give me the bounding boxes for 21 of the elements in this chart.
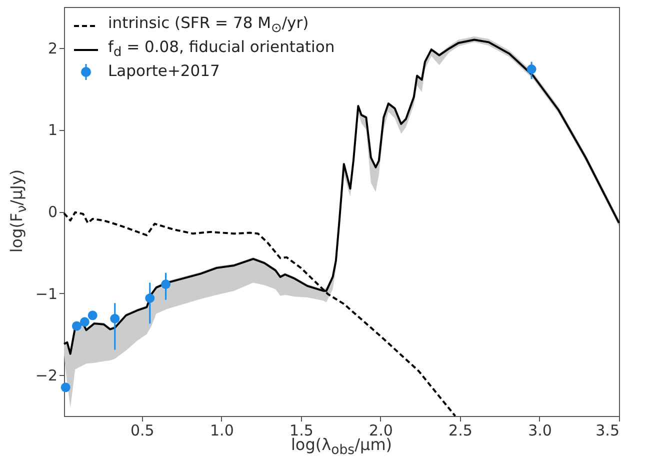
legend-label: f$_{d}$ = 0.08, fiducial orientation [108,38,335,62]
point [110,314,120,324]
y-tick-label: −1 [35,284,58,303]
point [526,64,536,74]
x-tick-label: 3.5 [596,422,620,440]
y-tick-label: −2 [35,366,58,385]
legend-label: intrinsic (SFR = 78 M$_{⊙}$/yr) [108,14,309,38]
point [161,280,171,290]
legend-label: Laporte+2017 [108,62,220,82]
point [72,321,82,331]
y-tick-label: 2 [48,39,58,58]
y-tick-label: 0 [48,203,58,221]
point [60,382,70,392]
y-tick-label: 1 [48,121,58,140]
point [80,317,90,327]
x-tick-label: 3.0 [528,422,552,440]
point [145,293,155,303]
x-tick-label: 2.5 [448,422,472,440]
point [88,310,98,320]
x-tick-label: 0.5 [130,422,154,440]
x-tick-label: 1.0 [210,422,234,440]
